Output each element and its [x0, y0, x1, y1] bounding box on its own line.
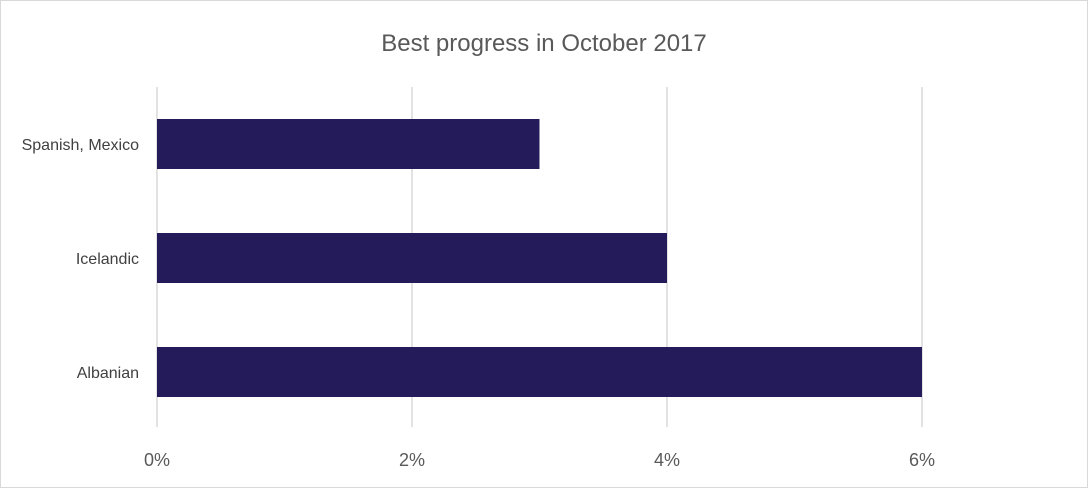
category-labels: Spanish, Mexico Icelandic Albanian	[22, 137, 139, 382]
category-label-1: Icelandic	[76, 251, 139, 268]
bar-0	[157, 119, 540, 169]
chart-title: Best progress in October 2017	[381, 30, 707, 57]
x-axis-tick-labels: 0% 2% 4% 6%	[144, 450, 935, 470]
bar-2	[157, 347, 922, 397]
x-tick-label-1: 2%	[399, 450, 425, 470]
category-label-0: Spanish, Mexico	[22, 137, 139, 154]
category-label-2: Albanian	[77, 365, 139, 382]
bars	[157, 119, 922, 397]
x-tick-label-0: 0%	[144, 450, 170, 470]
bar-1	[157, 233, 667, 283]
x-tick-label-2: 4%	[654, 450, 680, 470]
x-tick-label-3: 6%	[909, 450, 935, 470]
